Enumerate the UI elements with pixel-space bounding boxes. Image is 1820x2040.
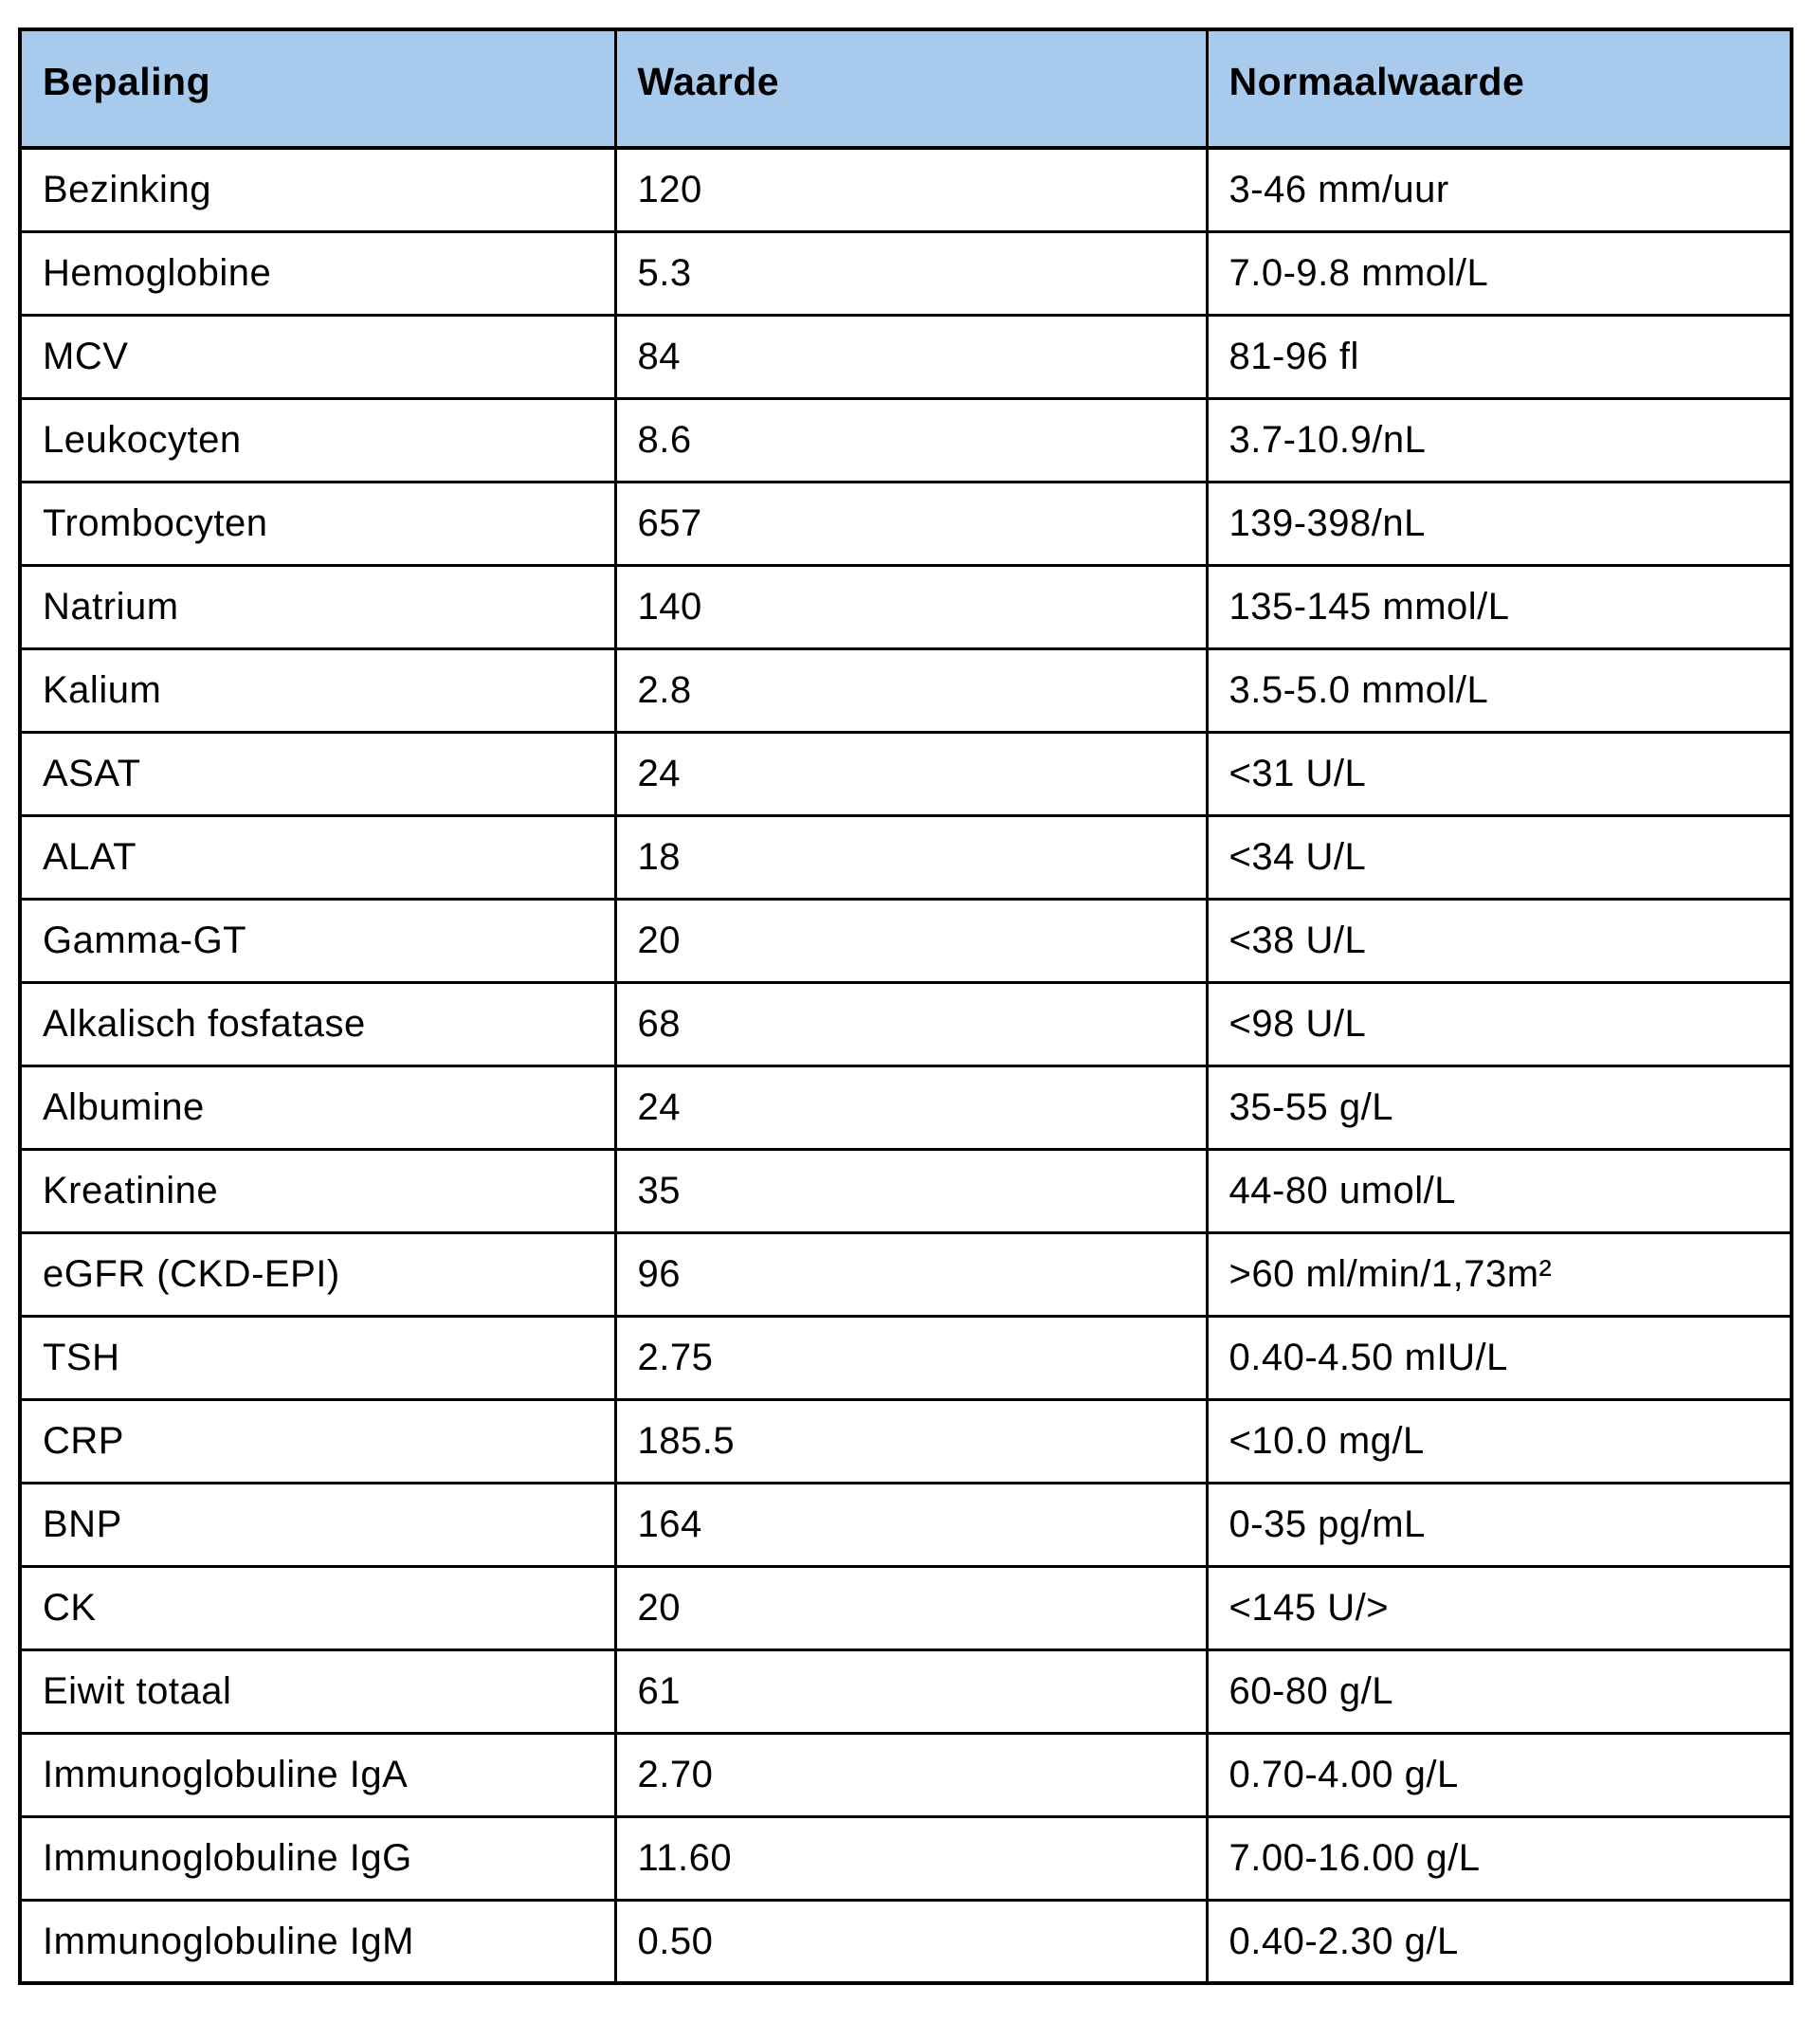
bepaling-cell: Bezinking: [18, 146, 617, 233]
bepaling-cell: MCV: [18, 313, 617, 400]
table-row: Bezinking 120 3-46 mm/uur: [18, 146, 1793, 233]
normaalwaarde-cell: 0-35 pg/mL: [1205, 1481, 1793, 1568]
waarde-cell: 657: [613, 480, 1209, 567]
table-row: CRP 185.5 <10.0 mg/L: [18, 1397, 1793, 1484]
bepaling-cell: ASAT: [18, 730, 617, 817]
bepaling-cell: CK: [18, 1564, 617, 1651]
waarde-cell: 84: [613, 313, 1209, 400]
bepaling-cell: CRP: [18, 1397, 617, 1484]
table-row: Natrium 140 135-145 mmol/L: [18, 563, 1793, 650]
bepaling-cell: BNP: [18, 1481, 617, 1568]
normaalwaarde-cell: >60 ml/min/1,73m²: [1205, 1230, 1793, 1318]
bepaling-cell: Kalium: [18, 647, 617, 734]
waarde-cell: 185.5: [613, 1397, 1209, 1484]
table-row: Leukocyten 8.6 3.7-10.9/nL: [18, 396, 1793, 483]
table-row: TSH 2.75 0.40-4.50 mIU/L: [18, 1314, 1793, 1401]
bepaling-cell: Leukocyten: [18, 396, 617, 483]
waarde-cell: 20: [613, 897, 1209, 984]
normaalwaarde-cell: <34 U/L: [1205, 813, 1793, 901]
header-row: Bepaling Waarde Normaalwaarde: [18, 27, 1793, 150]
table-row: Kalium 2.8 3.5-5.0 mmol/L: [18, 647, 1793, 734]
column-header-normaalwaarde: Normaalwaarde: [1205, 27, 1793, 150]
column-header-bepaling: Bepaling: [18, 27, 617, 150]
waarde-cell: 11.60: [613, 1814, 1209, 1902]
waarde-cell: 120: [613, 146, 1209, 233]
normaalwaarde-cell: 44-80 umol/L: [1205, 1147, 1793, 1234]
bepaling-cell: eGFR (CKD-EPI): [18, 1230, 617, 1318]
bepaling-cell: Eiwit totaal: [18, 1648, 617, 1735]
bepaling-cell: Immunoglobuline IgG: [18, 1814, 617, 1902]
waarde-cell: 5.3: [613, 229, 1209, 317]
waarde-cell: 35: [613, 1147, 1209, 1234]
table-row: MCV 84 81-96 fl: [18, 313, 1793, 400]
table-row: ASAT 24 <31 U/L: [18, 730, 1793, 817]
table-row: Gamma-GT 20 <38 U/L: [18, 897, 1793, 984]
column-header-waarde: Waarde: [613, 27, 1209, 150]
table-row: Immunoglobuline IgG 11.60 7.00-16.00 g/L: [18, 1814, 1793, 1902]
bepaling-cell: Gamma-GT: [18, 897, 617, 984]
table-row: eGFR (CKD-EPI) 96 >60 ml/min/1,73m²: [18, 1230, 1793, 1318]
table-row: BNP 164 0-35 pg/mL: [18, 1481, 1793, 1568]
normaalwaarde-cell: 0.70-4.00 g/L: [1205, 1731, 1793, 1818]
normaalwaarde-cell: 60-80 g/L: [1205, 1648, 1793, 1735]
bepaling-cell: Kreatinine: [18, 1147, 617, 1234]
bepaling-cell: TSH: [18, 1314, 617, 1401]
table-row: Kreatinine 35 44-80 umol/L: [18, 1147, 1793, 1234]
bepaling-cell: Natrium: [18, 563, 617, 650]
bepaling-cell: Immunoglobuline IgM: [18, 1898, 617, 1985]
waarde-cell: 2.75: [613, 1314, 1209, 1401]
normaalwaarde-cell: <38 U/L: [1205, 897, 1793, 984]
normaalwaarde-cell: 3-46 mm/uur: [1205, 146, 1793, 233]
normaalwaarde-cell: 139-398/nL: [1205, 480, 1793, 567]
normaalwaarde-cell: 3.7-10.9/nL: [1205, 396, 1793, 483]
normaalwaarde-cell: 35-55 g/L: [1205, 1064, 1793, 1151]
table-row: CK 20 <145 U/>: [18, 1564, 1793, 1651]
bepaling-cell: Hemoglobine: [18, 229, 617, 317]
normaalwaarde-cell: 3.5-5.0 mmol/L: [1205, 647, 1793, 734]
normaalwaarde-cell: 135-145 mmol/L: [1205, 563, 1793, 650]
normaalwaarde-cell: 7.0-9.8 mmol/L: [1205, 229, 1793, 317]
waarde-cell: 8.6: [613, 396, 1209, 483]
table-row: ALAT 18 <34 U/L: [18, 813, 1793, 901]
waarde-cell: 68: [613, 980, 1209, 1067]
bepaling-cell: ALAT: [18, 813, 617, 901]
lab-results-table: Bepaling Waarde Normaalwaarde Bezinking 1…: [18, 27, 1793, 1985]
waarde-cell: 18: [613, 813, 1209, 901]
waarde-cell: 20: [613, 1564, 1209, 1651]
waarde-cell: 96: [613, 1230, 1209, 1318]
table-row: Alkalisch fosfatase 68 <98 U/L: [18, 980, 1793, 1067]
waarde-cell: 61: [613, 1648, 1209, 1735]
normaalwaarde-cell: 0.40-2.30 g/L: [1205, 1898, 1793, 1985]
bepaling-cell: Alkalisch fosfatase: [18, 980, 617, 1067]
table-row: Trombocyten 657 139-398/nL: [18, 480, 1793, 567]
bepaling-cell: Trombocyten: [18, 480, 617, 567]
normaalwaarde-cell: <98 U/L: [1205, 980, 1793, 1067]
waarde-cell: 2.70: [613, 1731, 1209, 1818]
waarde-cell: 24: [613, 1064, 1209, 1151]
waarde-cell: 140: [613, 563, 1209, 650]
waarde-cell: 2.8: [613, 647, 1209, 734]
table-body: Bezinking 120 3-46 mm/uur Hemoglobine 5.3 7.0…: [18, 146, 1793, 1985]
table-row: Hemoglobine 5.3 7.0-9.8 mmol/L: [18, 229, 1793, 317]
waarde-cell: 164: [613, 1481, 1209, 1568]
waarde-cell: 0.50: [613, 1898, 1209, 1985]
waarde-cell: 24: [613, 730, 1209, 817]
normaalwaarde-cell: 0.40-4.50 mIU/L: [1205, 1314, 1793, 1401]
table-row: Albumine 24 35-55 g/L: [18, 1064, 1793, 1151]
table-row: Immunoglobuline IgA 2.70 0.70-4.00 g/L: [18, 1731, 1793, 1818]
normaalwaarde-cell: <145 U/>: [1205, 1564, 1793, 1651]
normaalwaarde-cell: 7.00-16.00 g/L: [1205, 1814, 1793, 1902]
table-row: Immunoglobuline IgM 0.50 0.40-2.30 g/L: [18, 1898, 1793, 1985]
normaalwaarde-cell: <10.0 mg/L: [1205, 1397, 1793, 1484]
normaalwaarde-cell: 81-96 fl: [1205, 313, 1793, 400]
table-row: Eiwit totaal 61 60-80 g/L: [18, 1648, 1793, 1735]
bepaling-cell: Albumine: [18, 1064, 617, 1151]
normaalwaarde-cell: <31 U/L: [1205, 730, 1793, 817]
bepaling-cell: Immunoglobuline IgA: [18, 1731, 617, 1818]
